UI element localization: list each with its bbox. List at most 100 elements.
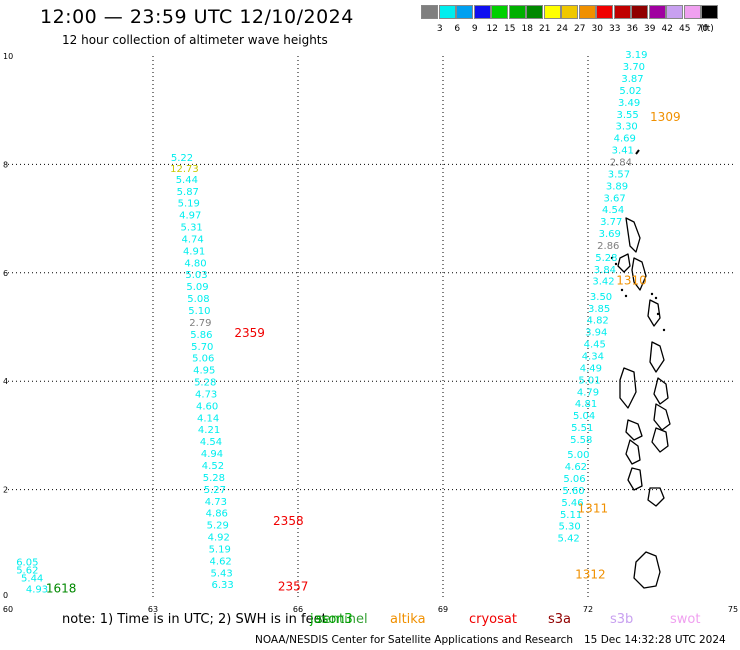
sat-cryosat: cryosat	[469, 612, 517, 627]
legend-swatch	[438, 5, 456, 19]
wave-height-label: 5.08	[187, 294, 209, 305]
track-time-label: 2357	[278, 579, 309, 593]
island-outline	[625, 217, 641, 253]
y-tick-label: 8	[3, 160, 8, 169]
legend-swatch	[666, 5, 683, 19]
legend-label: 33	[609, 24, 621, 34]
track-time-label: 2359	[234, 326, 265, 340]
island-outline	[653, 403, 671, 431]
wave-height-label: 2.86	[597, 241, 619, 252]
y-tick-label: 2	[3, 486, 8, 495]
wave-height-label: 3.69	[599, 229, 621, 240]
map-subtitle: 12 hour collection of altimeter wave hei…	[62, 33, 328, 47]
legend-label: 36	[626, 24, 638, 34]
wave-height-label: 4.80	[184, 258, 206, 269]
sat-s3b: s3b	[610, 612, 634, 627]
legend-label: 45	[679, 24, 691, 34]
wave-height-label: 4.91	[183, 246, 205, 257]
legend-swatch	[648, 5, 666, 19]
wave-height-label: 5.03	[185, 270, 207, 281]
wave-height-label: 5.10	[188, 306, 210, 317]
wave-height-label: 3.50	[590, 292, 612, 303]
wave-height-label: 5.51	[571, 423, 593, 434]
y-tick-label: 0	[3, 591, 8, 600]
wave-height-label: 4.49	[580, 363, 602, 374]
wave-height-label: 4.86	[206, 509, 228, 520]
island-fragment	[635, 149, 640, 155]
legend-label: 15	[504, 24, 516, 34]
islet-dot	[614, 262, 618, 266]
wave-height-label: 4.82	[587, 316, 609, 327]
wave-height-label: 3.19	[625, 50, 647, 61]
island-outline	[633, 551, 661, 589]
legend-swatch	[456, 5, 473, 19]
wave-height-label: 4.69	[614, 134, 636, 145]
wave-height-label: 4.73	[195, 389, 217, 400]
wave-height-label: 2.84	[610, 157, 632, 168]
wave-height-label: 4.21	[198, 425, 220, 436]
wave-height-label: 4.62	[210, 556, 232, 567]
wave-height-label: 3.94	[585, 328, 607, 339]
wave-height-label: 5.31	[181, 223, 203, 234]
islet-dot	[610, 256, 614, 260]
wave-height-label: 6.33	[211, 580, 233, 591]
wave-height-label: 4.73	[205, 497, 227, 508]
sat-sentinel: sentinel	[316, 612, 368, 627]
x-tick-label: 66	[293, 605, 303, 614]
wave-height-label: 5.87	[177, 187, 199, 198]
wave-height-label: 4.94	[201, 449, 223, 460]
wave-height-label: 6.05	[16, 557, 38, 568]
wave-height-label: 3.85	[588, 304, 610, 315]
wave-height-label: 5.04	[573, 411, 595, 422]
wave-height-label: 3.87	[621, 74, 643, 85]
legend-swatch	[526, 5, 543, 19]
islet-dot	[654, 296, 658, 300]
map-title: 12:00 — 23:59 UTC 12/10/2024	[40, 6, 354, 28]
legend-label: 9	[471, 24, 478, 34]
y-tick-label: 6	[3, 269, 8, 278]
track-time-label: 1309	[650, 110, 681, 124]
wave-height-label: 4.93	[26, 585, 48, 596]
x-tick-label: 69	[438, 605, 448, 614]
wave-height-label: 3.42	[592, 277, 614, 288]
wave-height-label: 4.54	[200, 437, 222, 448]
x-tick-label: 63	[148, 605, 158, 614]
island-outline	[651, 427, 669, 453]
legend-swatch	[613, 5, 631, 19]
wave-height-label: 3.49	[618, 98, 640, 109]
wave-height-label: 5.28	[194, 378, 216, 389]
legend-swatch	[473, 5, 491, 19]
wave-height-label: 3.84	[594, 265, 616, 276]
wave-height-label: 5.27	[204, 485, 226, 496]
wave-height-label: 5.11	[560, 510, 582, 521]
wave-height-label: 5.86	[190, 330, 212, 341]
legend-swatch	[683, 5, 701, 19]
x-tick-label: 75	[728, 605, 738, 614]
wave-height-label: 4.81	[575, 399, 597, 410]
x-tick-label: 60	[3, 605, 13, 614]
wave-height-label: 3.89	[606, 181, 628, 192]
wave-height-label: 3.70	[623, 62, 645, 73]
legend-label: 39	[644, 24, 656, 34]
island-outline	[625, 419, 643, 441]
legend-swatch	[578, 5, 596, 19]
wave-height-label: 4.95	[193, 366, 215, 377]
wave-height-label: 4.45	[584, 340, 606, 351]
legend-swatch	[491, 5, 508, 19]
wave-height-label: 3.77	[600, 217, 622, 228]
wave-height-label: 3.57	[608, 169, 630, 180]
legend-label: 70	[696, 24, 708, 34]
legend-label: 42	[661, 24, 673, 34]
island-outline	[619, 367, 637, 409]
legend-swatch	[561, 5, 578, 19]
wave-height-label: 5.62	[16, 566, 38, 577]
wave-height-label: 4.97	[179, 211, 201, 222]
legend-label: 6	[454, 24, 461, 34]
legend-label: 21	[539, 24, 551, 34]
wave-height-label: 4.92	[208, 533, 230, 544]
wave-height-label: 2.79	[189, 318, 211, 329]
wave-height-label: 4.60	[196, 401, 218, 412]
islet-dot	[650, 292, 654, 296]
wave-height-label: 4.54	[602, 205, 624, 216]
sat-altika: altika	[390, 612, 426, 627]
